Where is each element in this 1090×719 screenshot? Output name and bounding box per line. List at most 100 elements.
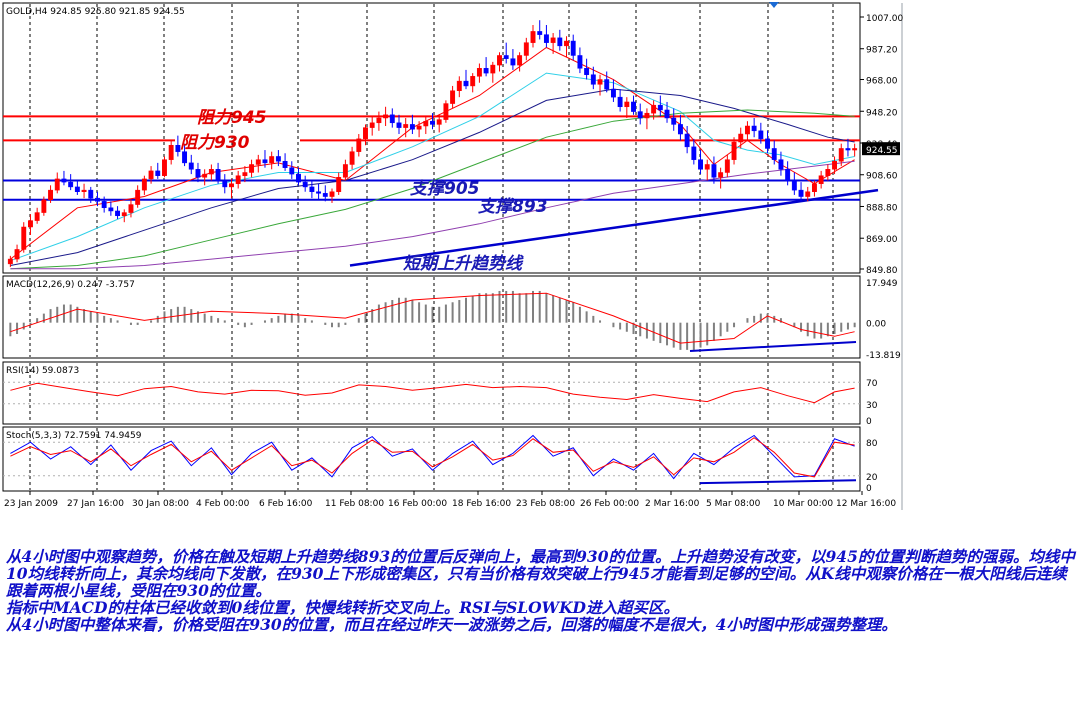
macd-label: MACD(12,26,9) 0.247 -3.757 [6, 280, 135, 290]
candle-body [456, 80, 462, 91]
annotation-support-893: 支撑893 [478, 197, 548, 217]
x-tick-label: 4 Feb 00:00 [196, 499, 250, 509]
annotation-resistance-930: 阻力930 [180, 133, 250, 153]
candle-body [805, 191, 811, 197]
candle-body [162, 159, 167, 176]
candle-body [852, 148, 858, 151]
candle-body [195, 169, 201, 178]
candle-body [215, 169, 221, 181]
candle-body [744, 125, 750, 135]
candle-body [101, 201, 107, 209]
price-tick-label: 987.20 [866, 46, 898, 56]
candle-body [604, 79, 610, 90]
candle-body [121, 212, 127, 217]
x-tick-label: 10 Mar 00:00 [773, 499, 833, 509]
candle-body [677, 124, 683, 135]
candle-body [235, 175, 241, 184]
candle-body [771, 148, 777, 160]
x-tick-label: 16 Feb 00:00 [388, 499, 447, 509]
candle-body [637, 111, 643, 119]
candle-body [624, 101, 630, 108]
candle-body [182, 151, 188, 164]
candle-body [798, 189, 804, 197]
candle-body [523, 42, 529, 56]
stoch-label: Stoch(5,3,3) 72.7591 74.9459 [6, 431, 142, 441]
candle-body [7, 258, 13, 265]
candle-body [530, 31, 536, 43]
candle-body [403, 124, 409, 128]
candle-body [557, 37, 563, 47]
candle-body [590, 74, 596, 85]
macd-trend-line [689, 340, 857, 353]
candle-body [765, 138, 770, 149]
candle-body [242, 172, 248, 176]
candle-body [617, 96, 623, 108]
candle-body [597, 79, 603, 85]
candle-body [61, 178, 67, 183]
candle-body [463, 80, 469, 87]
x-tick-label: 2 Mar 16:00 [645, 499, 700, 509]
price-tick-label: 948.20 [866, 108, 898, 118]
candle-body [436, 119, 442, 125]
candle-body [657, 104, 663, 111]
candle-body [296, 173, 301, 183]
chart-symbol-header: GOLD,H4 924.85 925.80 921.85 924.55 [6, 7, 185, 17]
candle-body [450, 90, 456, 104]
candle-body [832, 161, 837, 170]
candle-body [738, 133, 744, 143]
candle-body [570, 40, 576, 56]
x-tick-label: 11 Feb 08:00 [325, 499, 384, 509]
candle-body [470, 76, 476, 87]
candle-body [88, 189, 94, 199]
candle-body [443, 103, 449, 120]
candle-body [517, 55, 523, 66]
x-tick-label: 30 Jan 08:00 [132, 499, 189, 509]
candle-body [778, 159, 784, 170]
candle-body [423, 120, 429, 127]
candle-body [497, 55, 502, 66]
moving-average-line [10, 160, 855, 270]
candle-body [309, 186, 315, 192]
candle-body [791, 180, 797, 191]
candle-body [704, 164, 710, 170]
candle-body [342, 164, 348, 178]
stoch-tick-label: 80 [866, 439, 878, 449]
commentary-paragraph: 从4小时图中整体来看，价格受阻在930的位置，而且在经过昨天一波涨势之后，回落的… [6, 615, 897, 634]
candle-body [724, 159, 730, 173]
candle-body [389, 114, 395, 124]
candle-body [818, 175, 824, 184]
last-price-label: 924.55 [866, 146, 898, 156]
candle-body [48, 189, 54, 200]
candle-body [363, 127, 368, 140]
candle-body [369, 122, 375, 128]
candle-body [336, 177, 342, 192]
annotation-resistance-945: 阻力945 [197, 108, 267, 128]
x-tick-label: 26 Feb 00:00 [580, 499, 639, 509]
commentary-paragraph: 从4小时图中观察趋势，价格在触及短期上升趋势线893的位置后反弹向上，最高到93… [6, 547, 1075, 600]
rsi-tick-label: 30 [866, 401, 878, 411]
candle-body [269, 156, 275, 164]
stoch-signal-line [10, 437, 855, 478]
candle-body [785, 169, 791, 181]
candle-body [175, 144, 181, 152]
candle-body [329, 191, 335, 197]
candle-body [758, 130, 764, 140]
current-bar-marker-icon [769, 2, 779, 8]
candle-body [229, 183, 234, 188]
rsi-line [10, 382, 855, 404]
candle-body [249, 164, 255, 173]
candle-body [255, 159, 261, 165]
candle-body [54, 178, 60, 191]
price-tick-label: 869.00 [866, 235, 898, 245]
x-tick-label: 18 Feb 16:00 [452, 499, 511, 509]
candle-body [396, 122, 402, 128]
candle-body [825, 169, 831, 176]
candle-body [41, 199, 47, 213]
candle-body [262, 159, 268, 164]
last-price-box [862, 142, 900, 156]
candle-body [550, 37, 556, 43]
analysis-commentary: 从4小时图中观察趋势，价格在触及短期上升趋势线893的位置后反弹向上，最高到93… [6, 548, 1081, 633]
rsi-label: RSI(14) 59.0873 [6, 366, 79, 376]
candle-body [684, 133, 690, 148]
candle-body [698, 159, 703, 170]
